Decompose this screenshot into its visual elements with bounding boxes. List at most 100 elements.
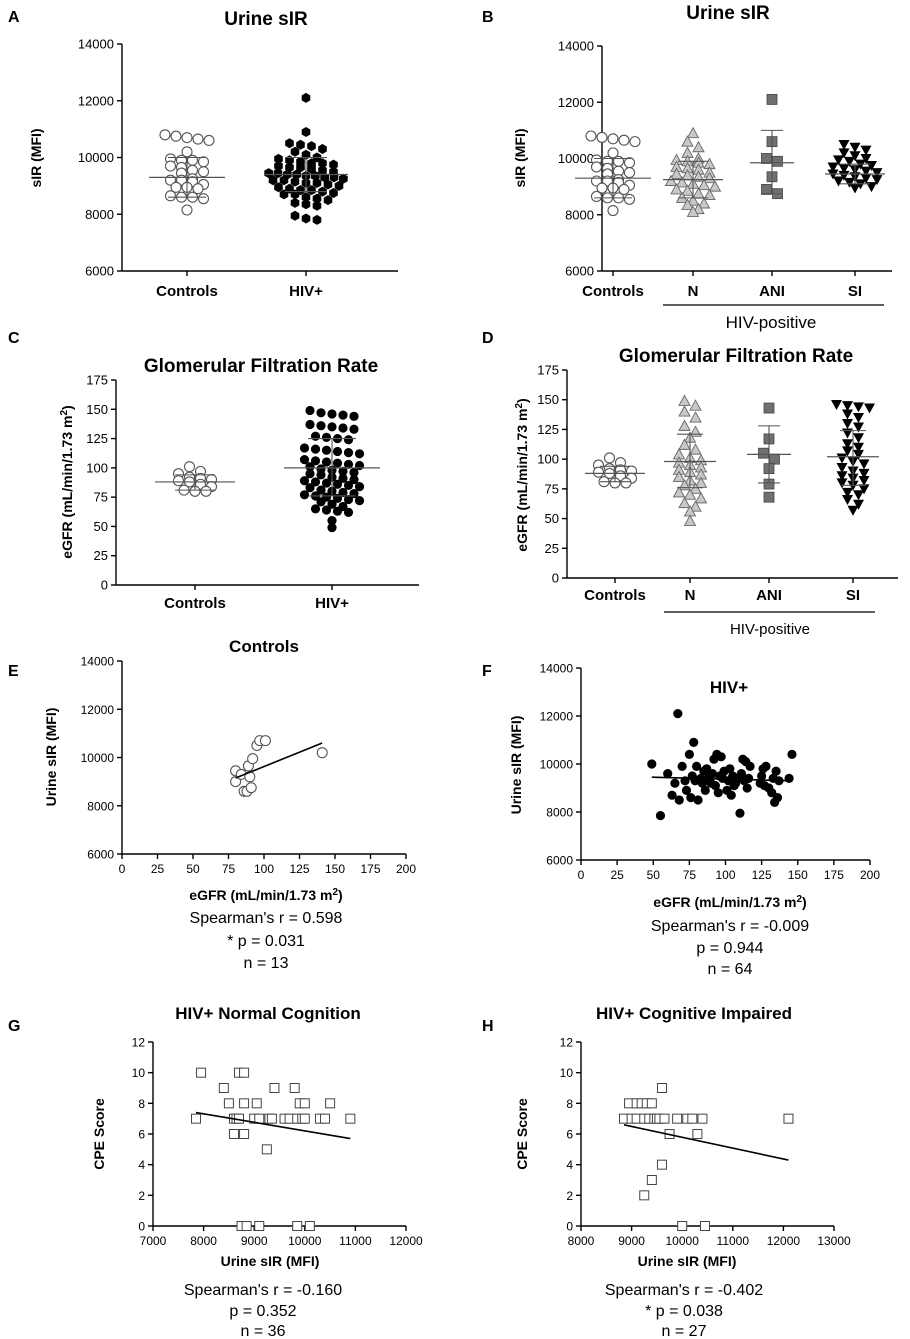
panel-h-x-tick-label: 11000 (717, 1234, 750, 1248)
panel-a-hiv-point (268, 175, 278, 186)
panel-d-category-label: Controls (584, 587, 646, 604)
panel-b-plot: 6000 8000 10000 12000 14000 Controls N ANI SI (558, 39, 892, 300)
panel-a-hiv-point (290, 210, 300, 221)
panel-d-si-point (842, 418, 853, 429)
panel-f-point (787, 749, 797, 760)
panel-b-si-point (866, 161, 877, 172)
panel-d-y-axis-label-main: eGFR (mL/min/1.73 m (514, 409, 530, 552)
panel-a-controls-point (203, 134, 215, 147)
panel-d-n-point (678, 394, 691, 406)
panel-h-p-value: * p = 0.038 (645, 1303, 723, 1320)
panel-g-x-axis-label: Urine sIR (MFI) (221, 1253, 320, 1269)
panel-b-controls-point (618, 183, 630, 195)
panel-d-si-point (836, 478, 848, 489)
panel-b-si-point (860, 173, 872, 184)
panel-a-hiv-point (312, 214, 322, 225)
panel-d-n-point (683, 514, 697, 526)
panel-d-n-point (689, 443, 702, 455)
panel-f-point (745, 761, 755, 772)
panel-d-ani-point (758, 447, 769, 459)
panel-h-y-tick-label: 8 (566, 1097, 573, 1111)
panel-a-title: Urine sIR (224, 9, 308, 30)
panel-f-point (736, 769, 746, 779)
panel-a-y-axis-label: sIR (MFI) (28, 128, 44, 187)
panel-e-point (247, 753, 259, 765)
panel-c-hiv-point (299, 490, 310, 500)
panel-c-hiv-point (343, 507, 354, 517)
panel-d-si-point (858, 476, 870, 487)
panel-b-si-point (860, 145, 872, 156)
panel-h-n: n = 27 (662, 1323, 707, 1339)
panel-f-point (784, 773, 794, 784)
panel-h-y-tick-label: 10 (560, 1066, 574, 1080)
panel-g-x-tick-label: 11000 (339, 1234, 372, 1248)
panel-d-n-point (689, 411, 702, 423)
panel-d-n-point (678, 438, 691, 450)
panel-d-n-point (694, 491, 708, 504)
panel-f-point (681, 785, 692, 796)
panel-b-label: B (482, 9, 494, 26)
panel-f-point (667, 790, 677, 800)
panel-a-hiv-point (301, 199, 311, 210)
panel-f-point (725, 764, 735, 774)
panel-g-y-tick-label: 2 (138, 1189, 145, 1203)
panel-e-x-tick-label: 0 (119, 862, 126, 876)
panel-e-x-tick-label: 175 (360, 862, 380, 876)
panel-g-spearman-r: Spearman's r = -0.160 (184, 1282, 342, 1299)
panel-d-n-point (689, 482, 702, 494)
panel-g-point (320, 1113, 331, 1124)
panel-h-y-tick-label: 0 (566, 1220, 573, 1234)
panel-h-point (659, 1113, 670, 1124)
panel-c-label: C (8, 330, 20, 347)
panel-c-hiv-point (349, 467, 359, 478)
panel-b-controls-point (623, 157, 636, 169)
panel-c-hiv-point (327, 523, 337, 533)
panel-e-y-tick-label: 14000 (81, 655, 115, 669)
panel-g-point (269, 1083, 280, 1093)
panel-a-hiv-point (301, 192, 311, 203)
panel-c-hiv-point (343, 494, 354, 505)
panel-f-y-axis-label: Urine sIR (MFI) (508, 716, 524, 815)
panel-a-hiv-point (307, 185, 316, 196)
panel-c-hiv-point (305, 405, 315, 416)
panel-c-y-tick-label: 75 (94, 490, 108, 505)
panel-h-point (692, 1129, 703, 1139)
panel-e-x-tick-label: 50 (186, 862, 200, 876)
panel-d-y-tick-label: 0 (552, 571, 559, 586)
panel-b-n-point (681, 198, 694, 210)
panel-c-y-axis-label-end: ) (59, 405, 75, 410)
panel-c-hiv-point (321, 457, 332, 467)
panel-g-y-tick-label: 10 (132, 1066, 146, 1080)
panel-d-si-point (836, 471, 848, 482)
panel-f-fit-line (651, 776, 792, 782)
panel-h-y-tick-label: 6 (566, 1128, 573, 1142)
panel-c-controls-point (200, 485, 212, 497)
panel-f-point (716, 752, 726, 762)
panel-f-point (735, 808, 745, 818)
panel-h-x-tick-label: 9000 (618, 1234, 645, 1248)
panel-g-y-axis-label: CPE Score (91, 1098, 107, 1170)
panel-b-si-point (833, 176, 844, 187)
panel-f-x-tick-label: 125 (752, 868, 772, 882)
panel-e-x-axis-label-main: eGFR (mL/min/1.73 m (189, 887, 332, 903)
panel-b-y-tick-label: 6000 (565, 264, 594, 279)
panel-f-point (772, 793, 783, 803)
panel-g-point (228, 1129, 239, 1139)
panel-f-point (761, 761, 771, 772)
panel-d-si-point (853, 499, 864, 510)
panel-c-y-axis-label: eGFR (mL/min/1.73 m2) (59, 405, 75, 558)
panel-c-y-tick-label: 125 (86, 431, 108, 446)
panel-g-point (289, 1083, 300, 1093)
panel-c-hiv-point (310, 504, 321, 514)
panel-a-hiv-point (290, 197, 300, 208)
panel-f-y-tick-label: 10000 (540, 758, 574, 772)
panel-b-n-point (697, 178, 711, 191)
panel-g-point (191, 1113, 202, 1124)
panel-d-si-point (842, 446, 853, 457)
panel-c-plot: 0 25 50 75 100 125 150 175 Controls HIV+ (86, 373, 419, 612)
panel-e-y-tick-label: 6000 (87, 848, 114, 862)
panel-f: F HIV+ Urine sIR (MFI) eGFR (mL/min/1.73… (482, 662, 880, 979)
panel-f-point (693, 795, 703, 805)
panel-d-y-tick-label: 125 (537, 422, 559, 437)
panel-g-point (261, 1144, 272, 1155)
